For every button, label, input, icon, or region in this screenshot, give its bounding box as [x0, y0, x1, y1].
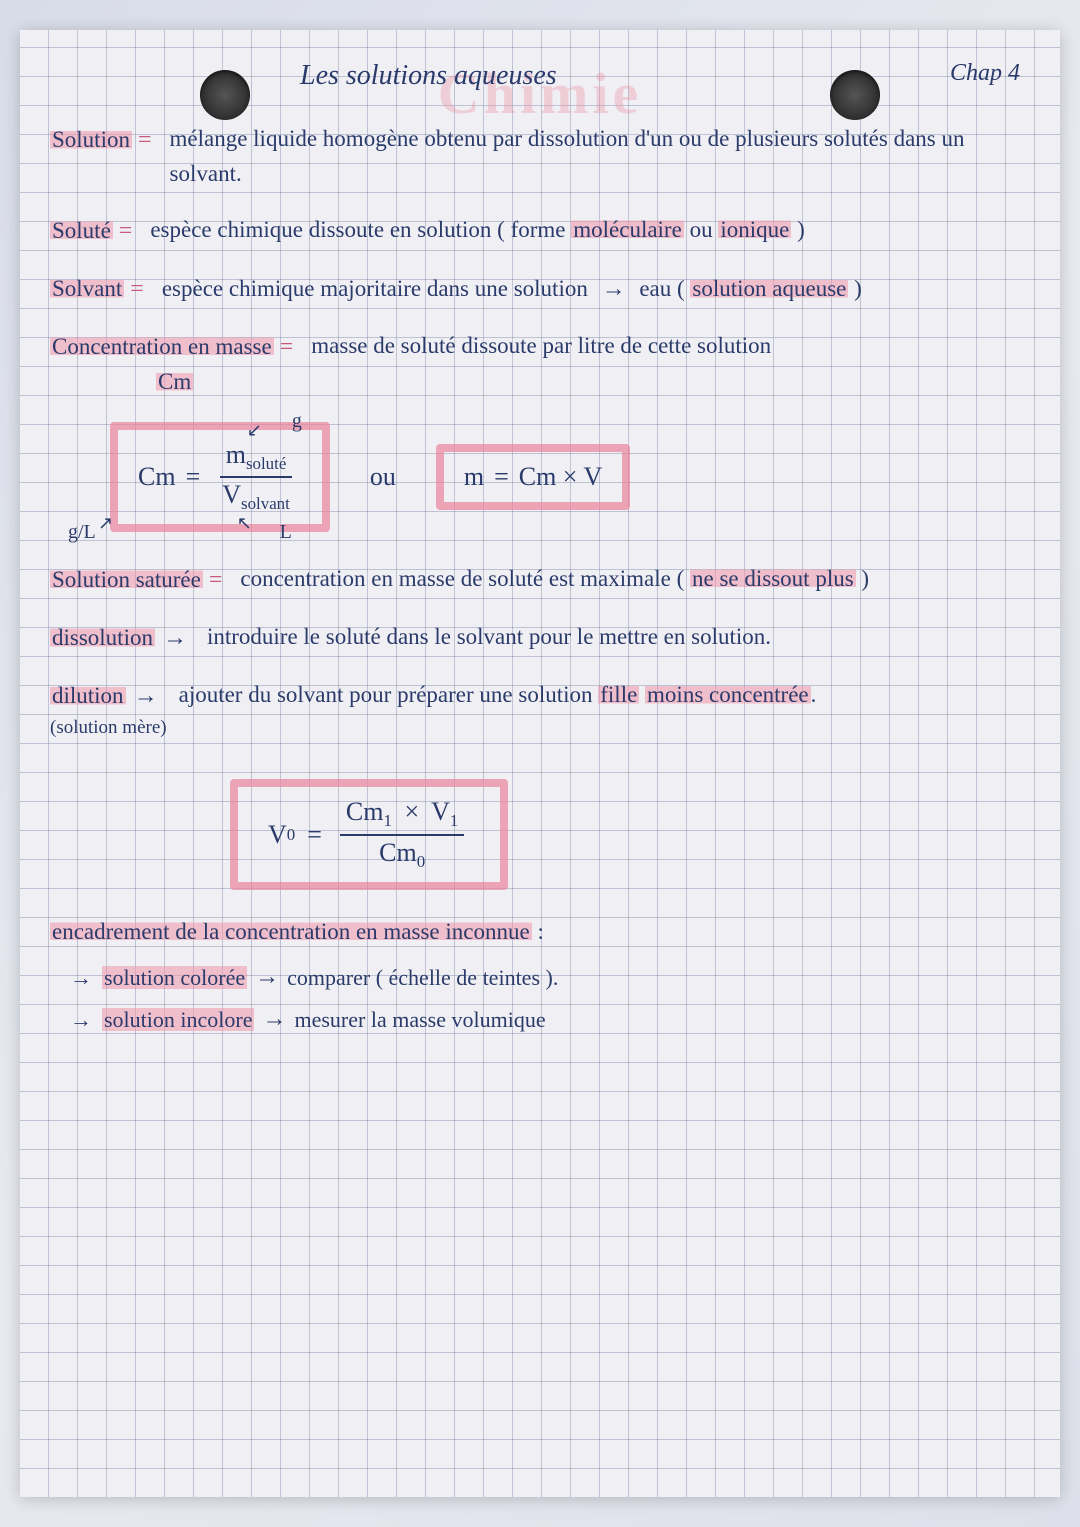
notebook-page: Chimie Les solutions aqueuses Chap 4 Sol…: [20, 30, 1060, 1497]
ou-label: ou: [370, 462, 396, 492]
annot-gl: g/L: [68, 521, 96, 544]
arrow-icon: ↗: [98, 513, 113, 534]
def-solution: Solution= mélange liquide homogène obten…: [50, 122, 1030, 191]
label-concentration: Concentration en masse: [50, 334, 274, 359]
eq: =: [119, 218, 133, 244]
def-solution-text: mélange liquide homogène obtenu par diss…: [170, 122, 1030, 191]
def-dissolution: dissolution → introduire le soluté dans l…: [50, 620, 1030, 656]
label-cm: Cm: [156, 369, 193, 394]
label-solution: Solution: [50, 127, 132, 152]
list-item: → solution incolore → mesurer la masse v…: [70, 1001, 1030, 1037]
annot-l: L: [280, 521, 292, 544]
formula-cm: Cm = msoluté Vsolvant g g/L L ↙ ↗ ↖: [110, 422, 330, 532]
arrow: →: [134, 683, 158, 709]
arrow: →: [163, 625, 187, 651]
arrow-icon: →: [70, 1003, 92, 1036]
label-encadrement: encadrement de la concentration en masse…: [50, 919, 532, 944]
label-solution-mere: (solution mère): [50, 714, 167, 743]
def-dilution-text: ajouter du solvant pour préparer une sol…: [179, 678, 1030, 713]
annot-g: g: [292, 410, 302, 433]
eq: =: [138, 127, 152, 153]
label-solvant: Solvant: [50, 276, 124, 301]
def-solute: Soluté= espèce chimique dissoute en solu…: [50, 213, 1030, 249]
eq: =: [130, 276, 144, 302]
def-concentration: Concentration en masse= Cm masse de solu…: [50, 329, 1030, 400]
formula-v0: V0 = Cm1 × V1 Cm0: [230, 779, 508, 889]
formula-row-cm: Cm = msoluté Vsolvant g g/L L ↙ ↗ ↖ ou m…: [110, 422, 1030, 532]
page-title: Les solutions aqueuses: [300, 60, 557, 92]
def-encadrement: encadrement de la concentration en masse…: [50, 915, 1030, 1038]
def-dilution: dilution → (solution mère) ajouter du sol…: [50, 678, 1030, 743]
label-solute: Soluté: [50, 218, 113, 243]
formula-m: m = Cm × V: [436, 444, 630, 510]
label-dissolution: dissolution: [50, 625, 155, 650]
chapter-label: Chap 4: [950, 60, 1020, 87]
arrow-icon: ↖: [237, 513, 252, 534]
eq: =: [209, 567, 223, 593]
arrow-icon: ↙: [247, 420, 262, 441]
def-saturee: Solution saturée= concentration en masse…: [50, 562, 1030, 598]
def-dissolution-text: introduire le soluté dans le solvant pou…: [207, 620, 1030, 655]
label-saturee: Solution saturée: [50, 567, 203, 592]
def-concentration-text: masse de soluté dissoute par litre de ce…: [311, 329, 1030, 364]
def-solute-text: espèce chimique dissoute en solution ( f…: [150, 213, 1030, 248]
def-solvant-text: espèce chimique majoritaire dans une sol…: [162, 271, 1030, 307]
content: Solution= mélange liquide homogène obten…: [50, 112, 1030, 1037]
def-solvant: Solvant= espèce chimique majoritaire dan…: [50, 271, 1030, 307]
arrow-icon: →: [70, 961, 92, 994]
label-dilution: dilution: [50, 683, 126, 708]
def-saturee-text: concentration en masse de soluté est max…: [240, 562, 1030, 597]
eq: =: [280, 334, 294, 360]
list-item: → solution colorée → comparer ( échelle …: [70, 959, 1030, 995]
header: Les solutions aqueuses Chap 4: [50, 50, 1030, 112]
